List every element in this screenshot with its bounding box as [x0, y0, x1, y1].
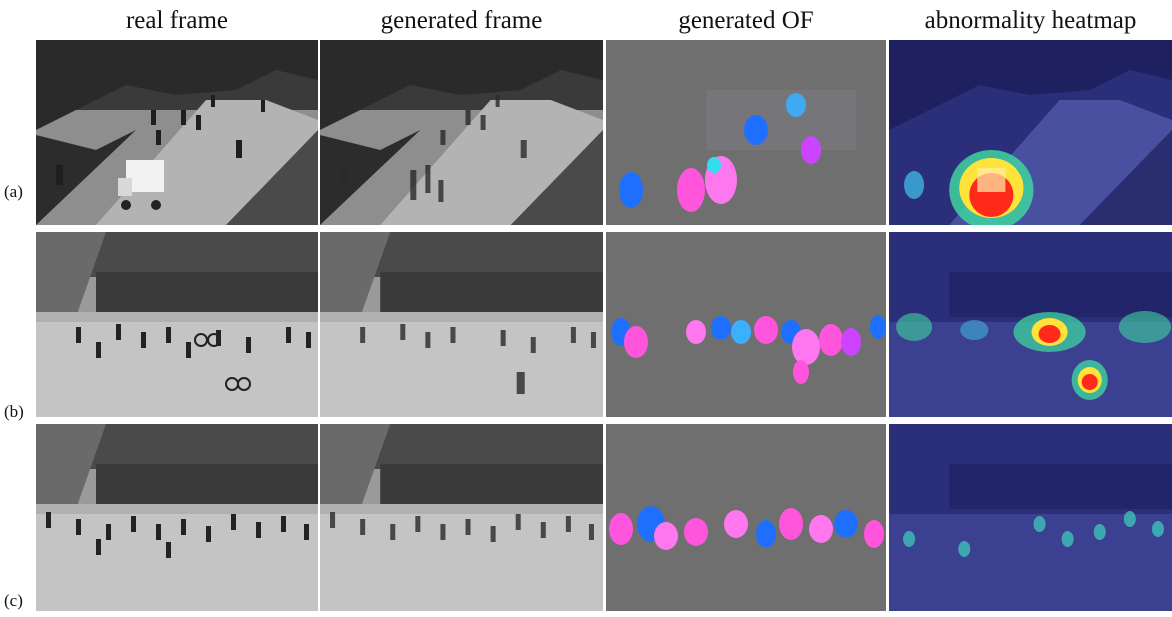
generated-of-a	[606, 40, 886, 225]
row-label-b: (b)	[4, 402, 24, 421]
column-header-generated-frame: generated frame	[380, 7, 543, 34]
column-header-generated-of: generated OF	[678, 7, 814, 34]
real-frame-c	[36, 424, 318, 611]
row-label-c: (c)	[4, 591, 23, 610]
generated-frame-b	[320, 232, 603, 417]
generated-frame-c	[320, 424, 603, 611]
column-header-real-frame: real frame	[125, 7, 228, 34]
abnormality-heatmap-a	[889, 40, 1172, 225]
generated-of-c	[606, 424, 886, 611]
column-header-abnormality-heatmap: abnormality heatmap	[924, 7, 1137, 34]
row-label-a: (a)	[4, 182, 23, 201]
real-frame-b	[36, 232, 318, 417]
abnormality-heatmap-b	[889, 232, 1172, 417]
abnormality-heatmap-c	[889, 424, 1172, 611]
generated-of-b	[606, 232, 886, 417]
generated-frame-a	[320, 40, 603, 225]
real-frame-a	[36, 40, 318, 225]
